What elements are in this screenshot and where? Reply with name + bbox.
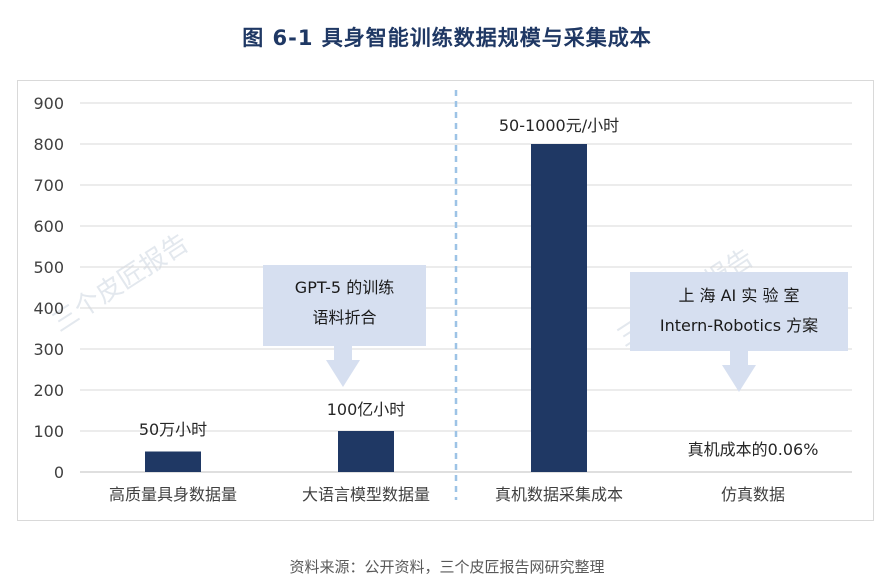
callout-text: Intern-Robotics 方案 <box>660 316 818 335</box>
callout-arrow <box>722 351 756 392</box>
x-tick-label: 大语言模型数据量 <box>302 485 430 504</box>
bar <box>145 451 201 472</box>
y-tick-label: 100 <box>33 422 64 441</box>
x-tick-label: 高质量具身数据量 <box>109 485 237 504</box>
callout-box <box>263 265 426 346</box>
y-tick-label: 400 <box>33 299 64 318</box>
y-tick-label: 600 <box>33 217 64 236</box>
watermark-text: 三个皮匠报告 <box>47 228 194 338</box>
chart-frame <box>17 80 874 521</box>
callout-arrow <box>326 346 360 387</box>
x-tick-label: 仿真数据 <box>721 485 785 504</box>
x-tick-label: 真机数据采集成本 <box>495 485 623 504</box>
source-note: 资料来源：公开资料，三个皮匠报告网研究整理 <box>289 558 605 576</box>
callout-box <box>630 272 848 351</box>
y-tick-label: 800 <box>33 135 64 154</box>
data-label: 真机成本的0.06% <box>688 440 819 459</box>
data-label: 50万小时 <box>139 420 207 439</box>
y-tick-label: 500 <box>33 258 64 277</box>
y-tick-label: 200 <box>33 381 64 400</box>
bar <box>338 431 394 472</box>
bar-chart: 三个皮匠报告三个皮匠报告0100200300400500600700800900… <box>33 90 852 504</box>
callout-text: 语料折合 <box>312 308 376 327</box>
y-tick-label: 0 <box>54 463 64 482</box>
callout-text: GPT-5 的训练 <box>295 278 394 297</box>
y-tick-label: 700 <box>33 176 64 195</box>
y-tick-label: 900 <box>33 94 64 113</box>
data-label: 100亿小时 <box>327 400 406 419</box>
y-tick-label: 300 <box>33 340 64 359</box>
data-label: 50-1000元/小时 <box>499 116 619 135</box>
callout-text: 上 海 AI 实 验 室 <box>678 286 799 305</box>
bar <box>531 144 587 472</box>
page-title: 图 6-1 具身智能训练数据规模与采集成本 <box>242 26 652 50</box>
